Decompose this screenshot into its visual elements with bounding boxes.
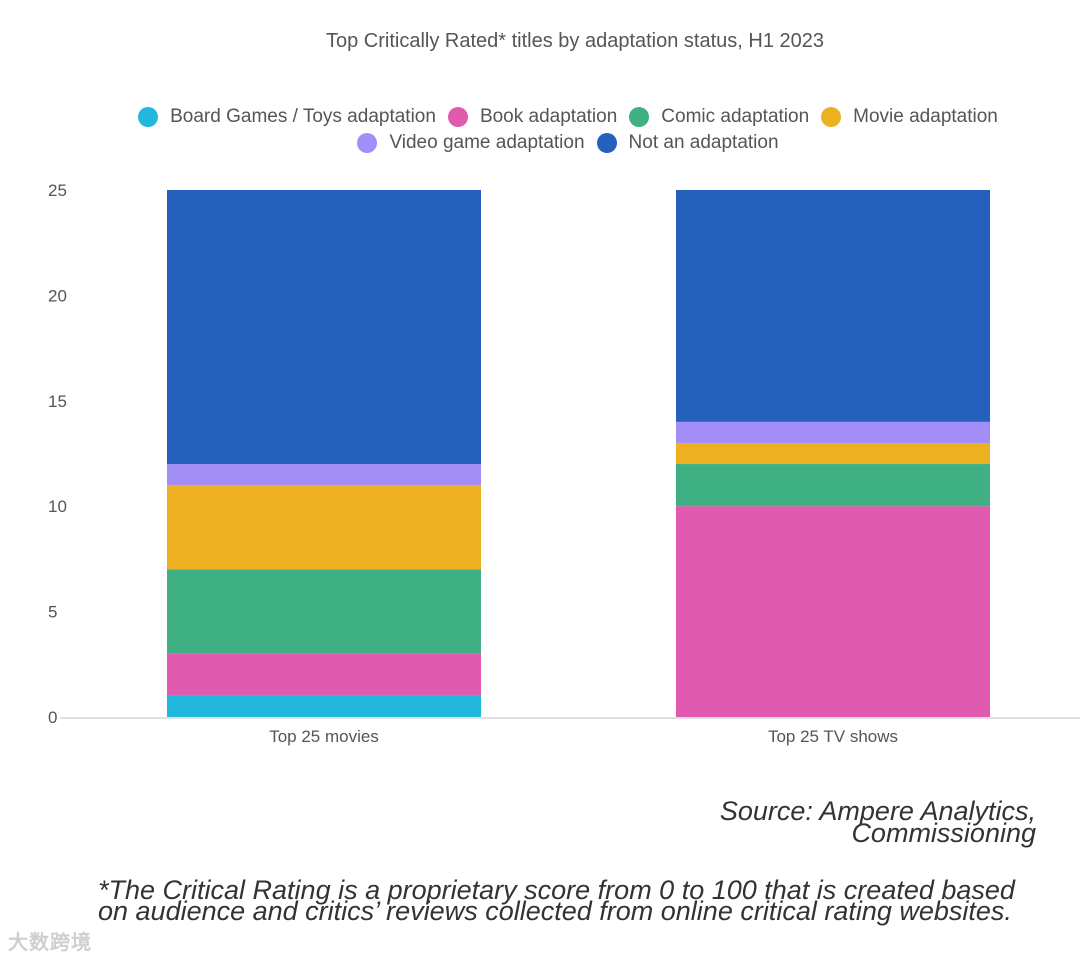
y-tick-label: 15 (48, 392, 67, 411)
legend-label: Movie adaptation (853, 106, 998, 127)
stacked-bar-chart: 0 5 10 15 20 25 Top 25 movies Top 25 TV shows (48, 181, 1080, 746)
footnote: *The Critical Rating is a proprietary sc… (98, 875, 1015, 926)
y-tick-label: 10 (48, 497, 67, 516)
legend-swatch (138, 107, 159, 127)
legend-item: Comic adaptation (629, 104, 809, 130)
legend-label: Comic adaptation (661, 106, 810, 127)
legend: Board Games / Toys adaptation Book adapta… (0, 104, 1080, 156)
y-tick-label: 5 (48, 603, 57, 622)
legend-label: Video game adaptation (389, 132, 585, 153)
legend-item: Not an adaptation (596, 130, 779, 156)
bar-segment (676, 421, 990, 443)
chart-title: Top Critically Rated* titles by adaptati… (325, 30, 825, 52)
legend-swatch (447, 107, 468, 127)
bar-segment (167, 695, 481, 717)
legend-item: Book adaptation (447, 104, 618, 130)
bar-segment (167, 653, 481, 696)
bar-segment (167, 485, 481, 570)
watermark: 大数跨境 (8, 932, 92, 954)
bar-segment (676, 464, 990, 507)
bar-segment (167, 464, 481, 486)
legend-item: Board Games / Toys adaptation (138, 104, 436, 130)
y-tick-label: 25 (48, 181, 67, 200)
x-category-label: Top 25 TV shows (768, 727, 898, 746)
legend-swatch (821, 107, 842, 127)
legend-row: Video game adaptation Not an adaptation (0, 130, 1080, 156)
legend-swatch (629, 107, 650, 127)
source-note: Source: Ampere Analytics, Commissioning (719, 796, 1036, 848)
bar-segment (676, 442, 990, 465)
legend-label: Board Games / Toys adaptation (170, 106, 436, 127)
legend-row: Board Games / Toys adaptation Book adapta… (0, 104, 1080, 130)
bar-segment (167, 190, 481, 465)
bar-segment (167, 569, 481, 654)
bar-segment (676, 190, 990, 422)
x-category-label: Top 25 movies (269, 727, 379, 746)
bar-segment (676, 506, 990, 717)
source-line-1: Source: Ampere Analytics, (719, 796, 1036, 826)
legend-item: Video game adaptation (357, 130, 585, 156)
y-tick-label: 20 (48, 286, 67, 305)
legend-label: Not an adaptation (628, 132, 779, 153)
legend-label: Book adaptation (479, 106, 618, 127)
y-tick-label: 0 (48, 708, 57, 727)
legend-item: Movie adaptation (821, 104, 998, 130)
legend-swatch (596, 133, 617, 153)
source-line-2: Commissioning (851, 818, 1036, 848)
legend-swatch (357, 133, 378, 153)
